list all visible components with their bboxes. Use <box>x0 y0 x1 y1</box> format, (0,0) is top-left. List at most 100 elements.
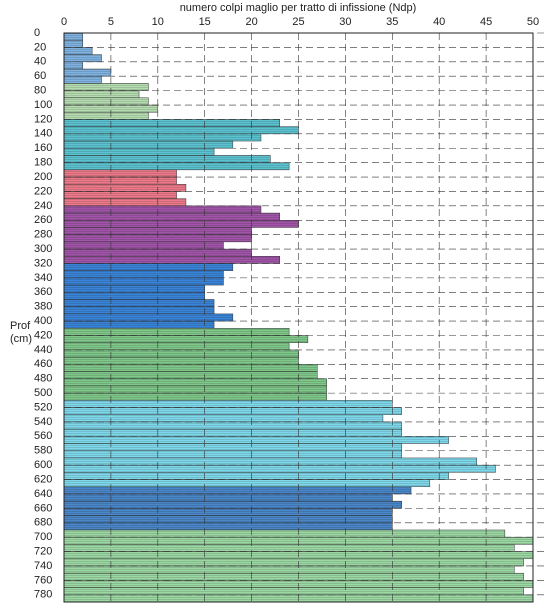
bar-hatch <box>64 155 271 163</box>
bar-hatch <box>64 249 252 257</box>
chart-title: numero colpi maglio per tratto di infiss… <box>180 2 417 14</box>
y-tick-label: 120 <box>34 113 52 125</box>
x-tick-label: 15 <box>199 16 211 28</box>
bar-hatch <box>64 529 505 538</box>
bar-hatch <box>64 357 299 365</box>
x-tick-label: 0 <box>61 16 67 28</box>
bar-hatch <box>64 414 383 422</box>
bar-hatch <box>64 105 158 113</box>
bar-hatch <box>64 515 393 523</box>
bar-hatch <box>64 241 224 250</box>
bar-hatch <box>64 162 290 170</box>
bar-hatch <box>64 479 430 487</box>
bar-hatch <box>64 364 318 372</box>
bar-hatch <box>64 472 449 480</box>
y-tick-label: 160 <box>34 142 52 154</box>
bar-hatch <box>64 393 327 401</box>
bar-hatch <box>64 558 524 566</box>
bar-hatch <box>64 565 515 574</box>
bar-hatch <box>64 321 215 329</box>
y-tick-label: 560 <box>34 430 52 442</box>
y-tick-label: 660 <box>34 502 52 514</box>
bar-hatch <box>64 429 402 437</box>
x-tick-label: 35 <box>386 16 398 28</box>
y-tick-label: 0 <box>34 27 40 39</box>
plot-frame <box>63 32 534 603</box>
bar-hatch <box>64 587 524 595</box>
y-tick-label: 220 <box>34 185 52 197</box>
bar-hatch <box>64 573 524 581</box>
y-tick-label: 780 <box>34 589 52 601</box>
y-tick-label: 420 <box>34 329 52 341</box>
y-tick-label: 300 <box>34 243 52 255</box>
y-tick-label: 180 <box>34 157 52 169</box>
bar-hatch <box>64 436 449 444</box>
y-tick-label: 520 <box>34 401 52 413</box>
x-tick-label: 25 <box>292 16 304 28</box>
y-tick-label: 60 <box>34 70 46 82</box>
bar-hatch <box>64 133 261 142</box>
y-tick-label: 620 <box>34 473 52 485</box>
y-tick-label: 600 <box>34 459 52 471</box>
bar-hatch <box>64 465 496 473</box>
bar-hatch <box>64 335 308 343</box>
bar-hatch <box>64 349 299 358</box>
bar-hatch <box>64 443 402 451</box>
y-axis-label-line: Prof <box>10 320 31 332</box>
y-tick-label: 200 <box>34 171 52 183</box>
bar-hatch <box>64 385 327 394</box>
bar-hatch <box>64 285 205 293</box>
bar-hatch <box>64 40 83 48</box>
bar-hatch <box>64 328 290 336</box>
bar-hatch <box>64 306 215 314</box>
bar-hatch <box>64 69 111 77</box>
y-tick-label: 500 <box>34 387 52 399</box>
y-tick-label: 340 <box>34 272 52 284</box>
bar-hatch <box>64 313 233 322</box>
bar-hatch <box>64 457 477 466</box>
bar-hatch <box>64 342 290 350</box>
bar-hatch <box>64 205 261 214</box>
bar-hatch <box>64 544 515 552</box>
bar-hatch <box>64 126 299 134</box>
y-tick-label: 140 <box>34 128 52 140</box>
y-tick-label: 440 <box>34 344 52 356</box>
y-tick-label: 80 <box>34 85 46 97</box>
bar-hatch <box>64 61 83 70</box>
bar-hatch <box>64 33 83 41</box>
y-tick-label: 480 <box>34 373 52 385</box>
y-tick-label: 760 <box>34 574 52 586</box>
bar-hatch <box>64 421 402 430</box>
bar-hatch <box>64 234 252 242</box>
bar-hatch <box>64 522 393 530</box>
bar-hatch <box>64 83 149 91</box>
bar-hatch <box>64 292 205 300</box>
x-tick-label: 45 <box>480 16 492 28</box>
x-tick-label: 10 <box>152 16 164 28</box>
y-tick-label: 580 <box>34 445 52 457</box>
bar-hatch <box>64 450 402 458</box>
bar-hatch <box>64 501 402 509</box>
bar-hatch <box>64 90 140 98</box>
bar-hatch <box>64 177 177 185</box>
bar-hatch <box>64 76 102 84</box>
y-tick-label: 680 <box>34 517 52 529</box>
bar-hatch <box>64 493 393 502</box>
bar-hatch <box>64 112 149 120</box>
y-tick-label: 640 <box>34 488 52 500</box>
y-axis-label-line: (cm) <box>10 333 32 345</box>
bar-hatch <box>64 263 233 271</box>
y-tick-label: 540 <box>34 416 52 428</box>
bar-hatch <box>64 54 102 62</box>
bar-hatch <box>64 277 224 286</box>
bar-hatch <box>64 191 177 199</box>
bar-hatch <box>64 47 93 55</box>
y-tick-label: 360 <box>34 286 52 298</box>
y-tick-label: 720 <box>34 545 52 557</box>
bar-hatch <box>64 141 233 149</box>
bar-hatch <box>64 184 186 192</box>
bar-hatch <box>64 97 149 106</box>
x-tick-label: 50 <box>527 16 539 28</box>
y-tick-label: 280 <box>34 229 52 241</box>
